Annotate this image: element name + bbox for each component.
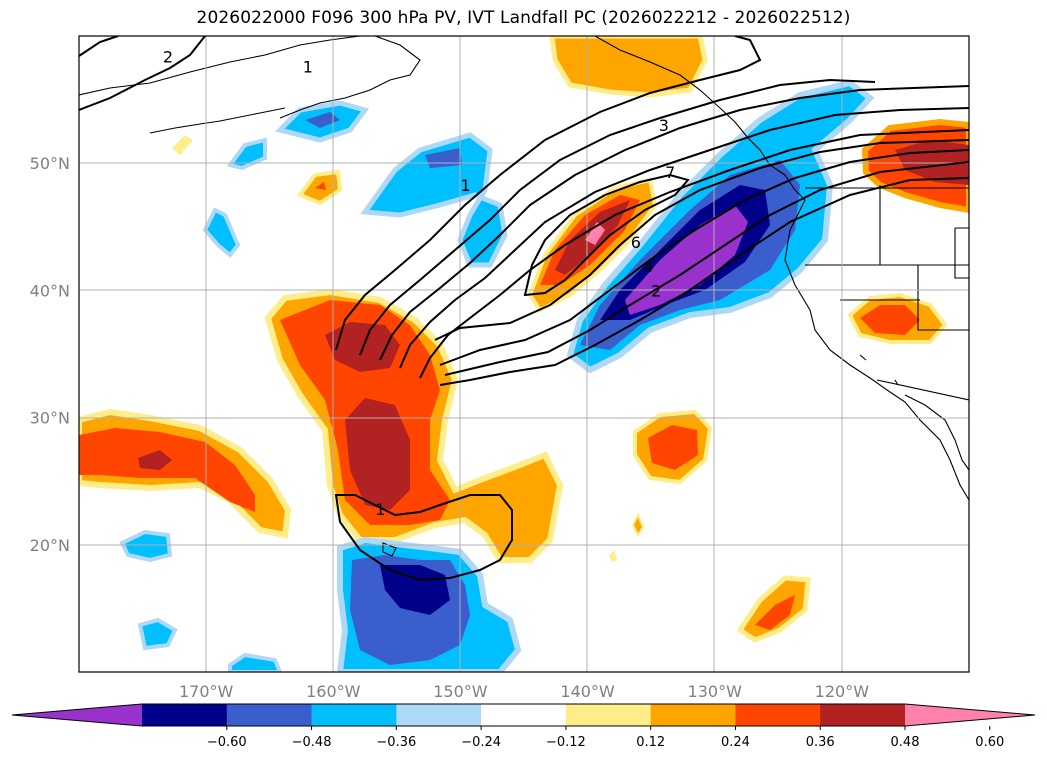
ivt-contours bbox=[79, 36, 969, 582]
contour-label: 3 bbox=[659, 116, 669, 135]
colorbar-extend-max bbox=[905, 704, 1035, 726]
colorbar-tick-label: −0.24 bbox=[461, 735, 501, 750]
contour-label: 2 bbox=[163, 47, 173, 66]
colorbar-tick-label: −0.60 bbox=[207, 735, 247, 750]
lon-tick-label: 140°W bbox=[560, 682, 615, 701]
lon-tick-label: 160°W bbox=[306, 682, 361, 701]
ivt-contour-1-nw bbox=[79, 36, 206, 111]
colorbar-tick-label: 0.60 bbox=[975, 735, 1004, 750]
gridlines bbox=[79, 36, 969, 672]
colorbar-outline bbox=[11, 703, 1036, 727]
colorbar-tick-label: 0.36 bbox=[806, 735, 835, 750]
colorbar-segment bbox=[311, 704, 397, 726]
colorbar-segment bbox=[226, 704, 313, 726]
pv-neg-north bbox=[360, 132, 508, 268]
colorbar-segment bbox=[820, 704, 906, 726]
colorbar-segment bbox=[481, 704, 567, 726]
contour-label: 6 bbox=[631, 233, 641, 252]
colorbar-segment bbox=[142, 704, 228, 726]
ivt-contour-1 bbox=[335, 36, 762, 351]
colorbar-tick-label: −0.12 bbox=[546, 735, 586, 750]
colorbar-segment bbox=[565, 704, 652, 726]
ivt-contour-1-south bbox=[334, 494, 513, 582]
colorbar-tick-label: 0.12 bbox=[636, 735, 665, 750]
contour-label: 2 bbox=[651, 281, 661, 300]
ivt-contour-2-nw bbox=[79, 36, 119, 57]
colorbar-segment bbox=[650, 704, 736, 726]
colorbar-tick-label: 0.24 bbox=[721, 735, 750, 750]
colorbar-extend-min bbox=[12, 704, 142, 726]
lon-tick-label: 170°W bbox=[179, 682, 234, 701]
lat-tick-label: 20°N bbox=[30, 536, 70, 555]
lat-tick-label: 50°N bbox=[30, 154, 70, 173]
contour-label: 1 bbox=[460, 176, 470, 195]
map-frame bbox=[78, 35, 970, 673]
contour-label: 1 bbox=[303, 58, 313, 77]
colorbar: −0.60 −0.48 −0.36 −0.24 −0.12 0.12 0.24 0.36 0.4… bbox=[11, 703, 1036, 750]
lon-tick-label: 120°W bbox=[815, 682, 870, 701]
contour-label: 4 bbox=[644, 257, 654, 276]
ivt-contour-3 bbox=[379, 85, 969, 361]
pv-pos-alaska bbox=[549, 36, 708, 98]
colorbar-segment bbox=[735, 704, 821, 726]
colorbar-segment bbox=[396, 704, 482, 726]
latitude-labels: 20°N 30°N 40°N 50°N bbox=[30, 154, 70, 555]
pv-shading bbox=[79, 36, 969, 672]
lat-tick-label: 40°N bbox=[30, 281, 70, 300]
ivt-contour-7 bbox=[523, 173, 690, 297]
contour-label: 7 bbox=[665, 163, 675, 182]
lon-tick-label: 150°W bbox=[433, 682, 488, 701]
colorbar-tick-label: −0.48 bbox=[292, 735, 332, 750]
colorbar-tick-label: −0.36 bbox=[376, 735, 416, 750]
contour-label: 1 bbox=[375, 500, 385, 519]
colorbar-tick-label: 0.48 bbox=[891, 735, 920, 750]
longitude-labels: 170°W 160°W 150°W 140°W 130°W 120°W bbox=[179, 682, 869, 701]
lat-tick-label: 30°N bbox=[30, 409, 70, 428]
chart-title: 2026022000 F096 300 hPa PV, IVT Landfall… bbox=[196, 8, 851, 28]
lon-tick-label: 130°W bbox=[688, 682, 743, 701]
coastlines bbox=[79, 36, 969, 557]
